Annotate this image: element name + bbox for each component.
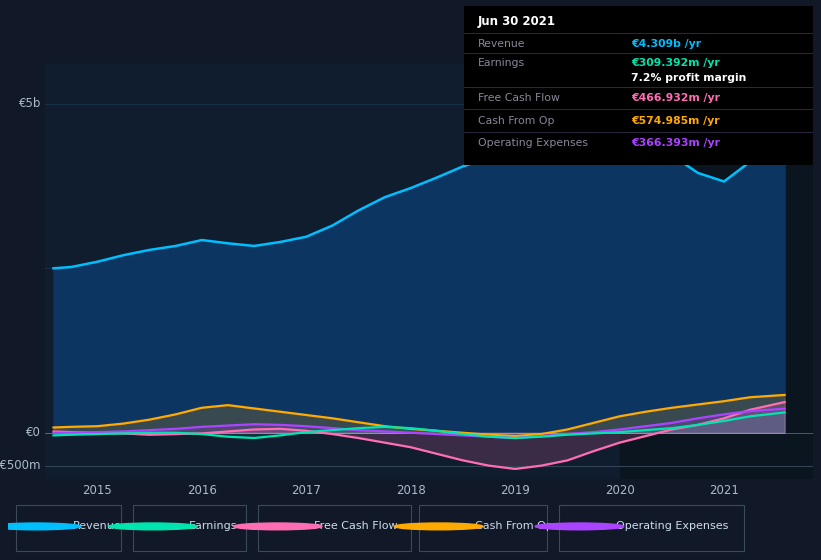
Bar bbox=[620, 64, 813, 479]
Text: Jun 30 2021: Jun 30 2021 bbox=[478, 15, 556, 28]
Text: €5b: €5b bbox=[19, 97, 41, 110]
Circle shape bbox=[0, 523, 80, 530]
Text: €466.932m /yr: €466.932m /yr bbox=[631, 93, 720, 103]
Text: Cash From Op: Cash From Op bbox=[475, 521, 553, 531]
Text: 7.2% profit margin: 7.2% profit margin bbox=[631, 73, 747, 83]
Text: €4.309b /yr: €4.309b /yr bbox=[631, 39, 701, 49]
Text: €0: €0 bbox=[26, 426, 41, 439]
Text: Earnings: Earnings bbox=[189, 521, 238, 531]
Text: Revenue: Revenue bbox=[72, 521, 122, 531]
Text: €309.392m /yr: €309.392m /yr bbox=[631, 58, 720, 68]
Text: Cash From Op: Cash From Op bbox=[478, 115, 554, 125]
Circle shape bbox=[394, 523, 483, 530]
Circle shape bbox=[535, 523, 624, 530]
Text: €366.393m /yr: €366.393m /yr bbox=[631, 138, 720, 148]
Text: Operating Expenses: Operating Expenses bbox=[478, 138, 588, 148]
Text: Revenue: Revenue bbox=[478, 39, 525, 49]
Text: €574.985m /yr: €574.985m /yr bbox=[631, 115, 720, 125]
Text: Operating Expenses: Operating Expenses bbox=[616, 521, 728, 531]
Circle shape bbox=[108, 523, 197, 530]
Text: Free Cash Flow: Free Cash Flow bbox=[478, 93, 560, 103]
Circle shape bbox=[233, 523, 322, 530]
Text: Free Cash Flow: Free Cash Flow bbox=[314, 521, 397, 531]
Text: Earnings: Earnings bbox=[478, 58, 525, 68]
Text: -€500m: -€500m bbox=[0, 459, 41, 472]
